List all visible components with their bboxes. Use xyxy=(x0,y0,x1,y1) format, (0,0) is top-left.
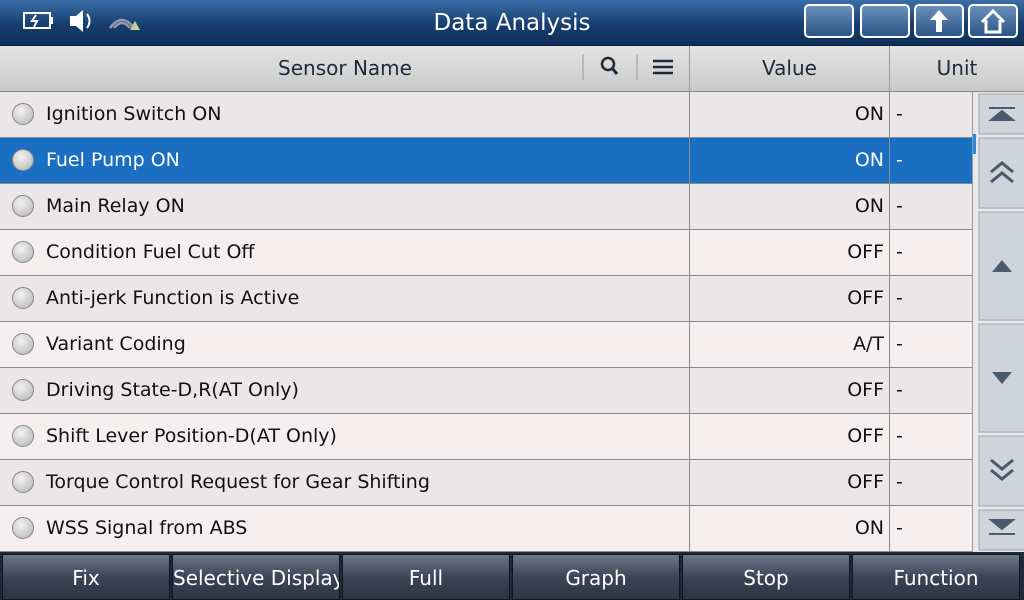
toolbar: Fix Selective Display Full Graph Stop Functio… xyxy=(0,552,1024,600)
row-indicator xyxy=(12,149,34,171)
sensor-name: Driving State-D,R(AT Only) xyxy=(46,379,299,401)
sensor-name: Main Relay ON xyxy=(46,195,185,217)
row-indicator xyxy=(12,195,34,217)
toolbar-button[interactable]: Fix xyxy=(2,554,170,600)
table-header: Sensor Name Value Unit xyxy=(0,46,1024,92)
home-button[interactable] xyxy=(968,4,1018,38)
sensor-value: ON xyxy=(854,149,884,171)
sensor-name-header[interactable]: Sensor Name xyxy=(0,46,690,91)
status-icons xyxy=(23,10,140,32)
column-divider xyxy=(889,414,890,460)
column-divider xyxy=(889,506,890,552)
sensor-unit: - xyxy=(896,425,903,447)
back-icon xyxy=(930,10,948,32)
column-divider xyxy=(689,138,690,184)
sensor-row[interactable]: Anti-jerk Function is Active OFF - xyxy=(0,276,972,322)
sensor-value: ON xyxy=(854,195,884,217)
sensor-name: Variant Coding xyxy=(46,333,186,355)
sensor-row[interactable]: Torque Control Request for Gear Shifting… xyxy=(0,460,972,506)
sensor-name: Shift Lever Position-D(AT Only) xyxy=(46,425,337,447)
sensor-name: Anti-jerk Function is Active xyxy=(46,287,300,309)
sensor-value: OFF xyxy=(847,471,884,493)
sensor-unit: - xyxy=(896,333,903,355)
column-divider xyxy=(889,138,890,184)
toolbar-button[interactable]: Stop xyxy=(682,554,850,600)
column-divider xyxy=(689,506,690,552)
column-divider xyxy=(689,276,690,322)
sensor-row[interactable]: Main Relay ON ON - xyxy=(0,184,972,230)
row-indicator xyxy=(12,379,34,401)
sensor-name: Torque Control Request for Gear Shifting xyxy=(46,471,430,493)
sensor-row[interactable]: Ignition Switch ON ON - xyxy=(0,92,972,138)
toolbar-button[interactable]: Function xyxy=(852,554,1020,600)
row-indicator xyxy=(12,241,34,263)
sensor-value: ON xyxy=(854,517,884,539)
sensor-value: OFF xyxy=(847,287,884,309)
sensor-name: Ignition Switch ON xyxy=(46,103,222,125)
row-indicator xyxy=(12,103,34,125)
column-divider xyxy=(889,230,890,276)
title-bar: Data Analysis xyxy=(0,0,1024,46)
sensor-name: Fuel Pump ON xyxy=(46,149,180,171)
sensor-row[interactable]: Fuel Pump ON ON - xyxy=(0,138,972,184)
column-divider xyxy=(889,184,890,230)
sensor-list: Ignition Switch ON ON - Fuel Pump ON ON - Main… xyxy=(0,92,972,552)
toolbar-button[interactable]: Full xyxy=(342,554,510,600)
sensor-row[interactable]: Shift Lever Position-D(AT Only) OFF - xyxy=(0,414,972,460)
sensor-value: OFF xyxy=(847,379,884,401)
sensor-row[interactable]: Condition Fuel Cut Off OFF - xyxy=(0,230,972,276)
row-indicator xyxy=(12,425,34,447)
sensor-name: WSS Signal from ABS xyxy=(46,517,248,539)
column-divider xyxy=(889,92,890,138)
sensor-unit: - xyxy=(896,471,903,493)
column-divider xyxy=(889,368,890,414)
column-divider xyxy=(689,414,690,460)
unit-header: Unit xyxy=(936,56,978,80)
sensor-value: OFF xyxy=(847,425,884,447)
column-divider xyxy=(889,460,890,506)
scroll-buttons xyxy=(973,93,1024,551)
column-divider xyxy=(889,322,890,368)
column-divider xyxy=(689,322,690,368)
sensor-unit: - xyxy=(896,517,903,539)
header-icons xyxy=(582,54,673,80)
column-divider xyxy=(689,230,690,276)
title: Data Analysis xyxy=(433,10,591,36)
column-divider xyxy=(689,92,690,138)
sensor-row[interactable]: Variant Coding A/T - xyxy=(0,322,972,368)
row-indicator xyxy=(12,517,34,539)
sensor-unit: - xyxy=(896,195,903,217)
value-header: Value xyxy=(690,46,890,91)
row-indicator xyxy=(12,333,34,355)
sensor-value: ON xyxy=(854,103,884,125)
row-indicator xyxy=(12,471,34,493)
sensor-unit: - xyxy=(896,379,903,401)
scroll-panel xyxy=(972,92,1024,552)
sensor-unit: - xyxy=(896,287,903,309)
column-divider xyxy=(889,276,890,322)
report-button[interactable] xyxy=(860,4,910,38)
sensor-row[interactable]: Driving State-D,R(AT Only) OFF - xyxy=(0,368,972,414)
column-divider xyxy=(689,184,690,230)
sensor-name: Condition Fuel Cut Off xyxy=(46,241,255,263)
sensor-unit: - xyxy=(896,241,903,263)
sensor-unit: - xyxy=(896,149,903,171)
column-divider xyxy=(689,460,690,506)
back-button[interactable] xyxy=(914,4,964,38)
sensor-row[interactable]: WSS Signal from ABS ON - xyxy=(0,506,972,552)
column-title: Sensor Name xyxy=(278,56,412,80)
row-indicator xyxy=(12,287,34,309)
column-divider xyxy=(689,368,690,414)
vehicle-info-button[interactable] xyxy=(804,4,854,38)
toolbar-button[interactable]: Graph xyxy=(512,554,680,600)
home-icon xyxy=(980,8,1006,34)
toolbar-button[interactable]: Selective Display xyxy=(172,554,340,600)
sensor-value: OFF xyxy=(847,241,884,263)
sensor-unit: - xyxy=(896,103,903,125)
sensor-value: A/T xyxy=(852,333,884,355)
